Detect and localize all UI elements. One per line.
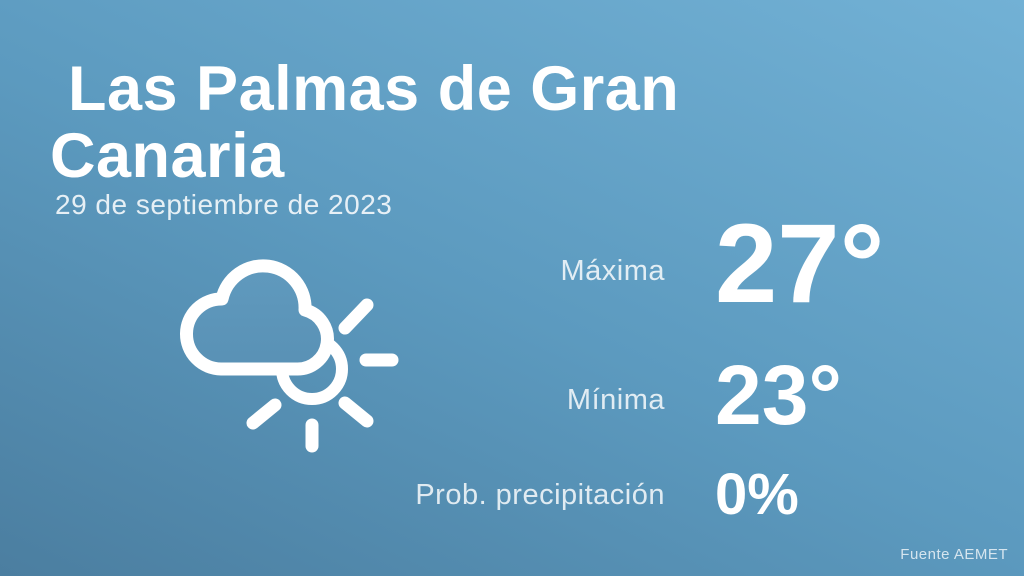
min-temp-label: Mínima	[566, 384, 665, 416]
max-temp-label: Máxima	[560, 255, 665, 287]
sun-ray-ne	[338, 298, 374, 335]
min-temp-value: 23°	[715, 348, 843, 442]
cloud-sun-icon	[180, 259, 399, 453]
sun-ray-sw	[246, 398, 282, 430]
sun-ray-se	[338, 396, 374, 428]
page-title: Las Palmas de Gran Canaria	[50, 54, 680, 191]
cloud-outline	[180, 259, 334, 376]
data-source-attribution: Fuente AEMET	[900, 546, 1008, 563]
precipitation-label: Prob. precipitación	[415, 479, 665, 511]
precipitation-value: 0%	[715, 462, 799, 527]
forecast-date: 29 de septiembre de 2023	[55, 189, 393, 220]
max-temp-value: 27°	[715, 201, 885, 326]
